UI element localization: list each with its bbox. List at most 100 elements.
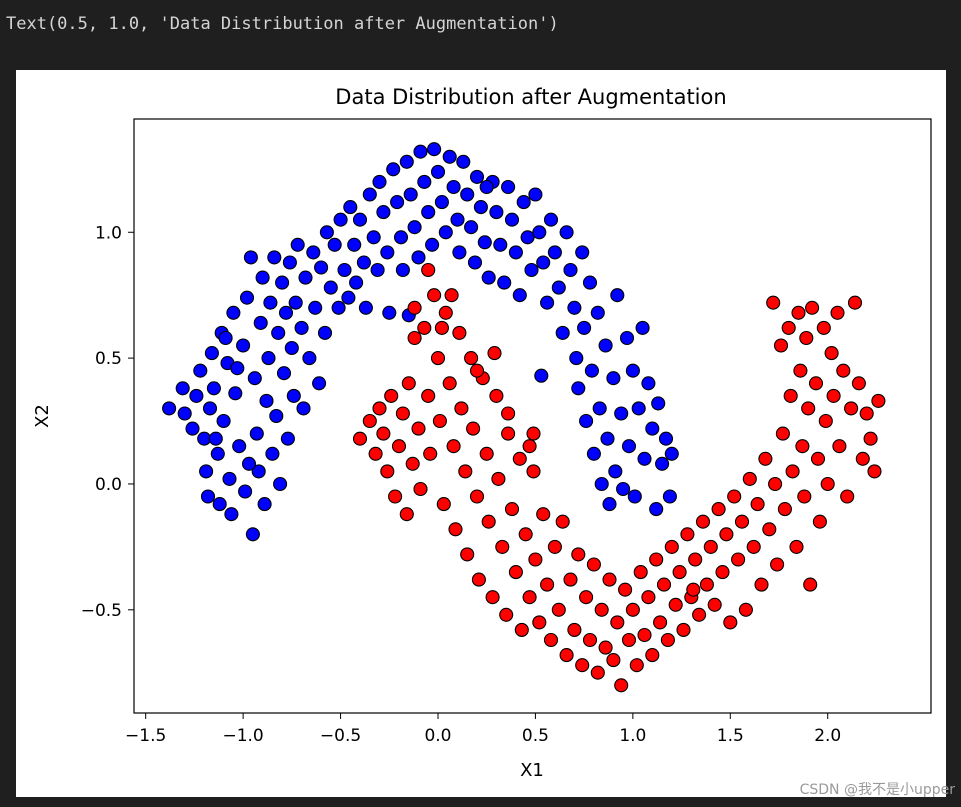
data-point <box>308 300 323 315</box>
data-point <box>555 514 570 529</box>
data-point <box>540 577 555 592</box>
data-point <box>372 401 387 416</box>
data-point <box>425 237 440 252</box>
data-point <box>590 305 605 320</box>
data-point <box>251 464 266 479</box>
data-point <box>637 451 652 466</box>
data-point <box>655 456 670 471</box>
data-point <box>579 590 594 605</box>
data-point <box>832 439 847 454</box>
data-point <box>487 346 502 361</box>
data-point <box>656 577 672 592</box>
data-point <box>434 320 449 335</box>
data-point <box>668 597 683 612</box>
data-point <box>803 577 818 592</box>
data-point <box>491 471 506 486</box>
data-point <box>584 363 599 378</box>
data-point <box>559 225 574 240</box>
data-point <box>407 330 422 346</box>
data-point <box>816 320 831 335</box>
data-point <box>384 388 399 403</box>
data-point <box>479 446 494 461</box>
data-point <box>649 502 664 517</box>
data-point <box>621 632 637 648</box>
data-point <box>598 640 613 655</box>
data-point <box>224 507 239 522</box>
data-point <box>662 489 677 504</box>
data-point <box>812 514 827 529</box>
data-point <box>479 179 494 195</box>
data-point <box>783 388 798 403</box>
data-point <box>290 237 305 252</box>
data-point <box>606 653 621 668</box>
data-point <box>672 565 687 580</box>
data-point <box>518 527 533 542</box>
data-point <box>473 200 488 215</box>
data-point <box>793 363 808 378</box>
data-point <box>226 305 241 320</box>
data-point <box>627 489 642 504</box>
data-point <box>388 489 403 504</box>
data-point <box>438 225 453 240</box>
data-point <box>504 502 520 517</box>
data-point <box>590 665 605 680</box>
data-point <box>343 200 358 215</box>
data-point <box>466 421 481 436</box>
data-point <box>212 497 227 512</box>
data-point <box>528 187 543 202</box>
data-point <box>621 439 637 454</box>
data-point <box>286 388 301 403</box>
data-point <box>276 366 292 381</box>
data-point <box>421 388 436 403</box>
data-point <box>456 154 471 169</box>
data-point <box>840 489 855 504</box>
data-point <box>273 476 288 492</box>
data-point <box>380 245 395 260</box>
data-point <box>547 245 562 260</box>
data-point <box>352 212 368 227</box>
data-point <box>442 149 457 164</box>
data-point <box>454 401 469 416</box>
data-point <box>228 386 243 401</box>
data-point <box>707 597 722 612</box>
data-point <box>370 262 385 278</box>
data-point <box>464 351 479 366</box>
data-point <box>243 250 258 265</box>
data-point <box>653 615 668 630</box>
data-point <box>758 451 773 466</box>
data-point <box>649 552 664 567</box>
data-point <box>635 320 650 335</box>
data-point <box>818 413 833 429</box>
x-tick-label: 0.5 <box>522 726 549 746</box>
data-point <box>619 330 635 346</box>
data-point <box>444 288 459 303</box>
watermark: CSDN @我不是小upper <box>799 782 955 798</box>
data-point <box>766 295 781 310</box>
data-point <box>312 376 327 391</box>
data-point <box>571 547 586 562</box>
data-point <box>197 431 212 446</box>
data-point <box>711 502 726 517</box>
data-point <box>641 590 656 605</box>
data-point <box>294 320 309 335</box>
data-point <box>586 557 601 572</box>
data-point <box>427 288 442 303</box>
data-point <box>261 351 276 366</box>
data-point <box>606 371 621 386</box>
data-point <box>703 539 718 554</box>
data-point <box>413 144 428 159</box>
data-point <box>688 552 703 567</box>
data-point <box>795 439 810 454</box>
data-point <box>489 388 504 403</box>
data-point <box>582 632 598 648</box>
data-point <box>692 607 707 622</box>
data-point <box>177 406 192 421</box>
data-point <box>460 547 475 562</box>
data-point <box>280 431 295 446</box>
data-point <box>651 396 666 411</box>
data-point <box>460 187 475 202</box>
data-point <box>499 607 514 622</box>
data-point <box>567 622 582 637</box>
data-point <box>327 237 342 252</box>
data-point <box>185 421 200 436</box>
